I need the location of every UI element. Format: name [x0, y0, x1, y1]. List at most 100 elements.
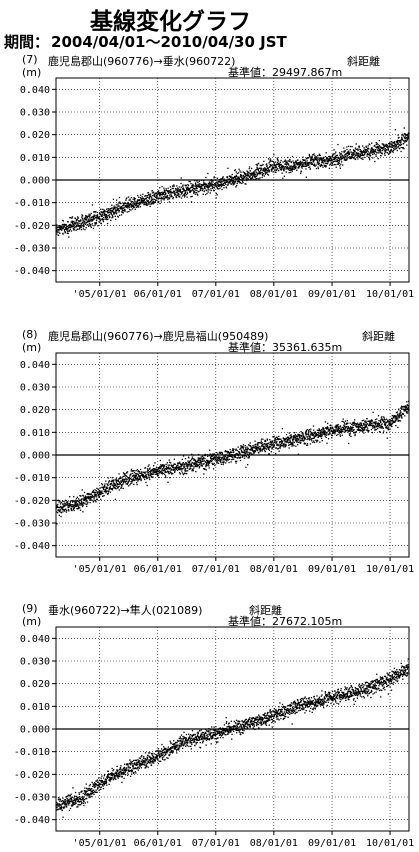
- data-point: [162, 192, 165, 194]
- data-point: [361, 145, 364, 147]
- data-point: [299, 441, 301, 443]
- data-point: [389, 143, 391, 145]
- data-point: [280, 444, 282, 447]
- data-point: [188, 180, 190, 183]
- data-point: [311, 440, 313, 442]
- data-point: [65, 227, 67, 229]
- data-point: [98, 784, 100, 786]
- data-point: [143, 478, 146, 481]
- data-point: [338, 157, 340, 160]
- data-point: [207, 455, 209, 458]
- data-point: [263, 167, 266, 169]
- y-tick-label: 0.010: [20, 702, 50, 713]
- data-point: [230, 451, 233, 453]
- data-point: [248, 172, 250, 175]
- data-point: [367, 430, 370, 432]
- data-point: [362, 151, 365, 153]
- data-point: [82, 503, 84, 505]
- data-point: [153, 471, 155, 473]
- data-point: [102, 220, 105, 223]
- data-point: [197, 183, 199, 185]
- data-point: [280, 440, 283, 443]
- data-point: [353, 424, 355, 426]
- data-point: [82, 799, 84, 801]
- data-point: [257, 167, 259, 170]
- data-point: [318, 159, 320, 161]
- data-point: [76, 222, 78, 224]
- data-point: [220, 180, 222, 183]
- data-point: [208, 465, 210, 467]
- data-point: [159, 187, 161, 189]
- data-point: [209, 449, 211, 451]
- data-point: [233, 181, 236, 183]
- data-point: [137, 206, 140, 208]
- data-point: [165, 192, 167, 195]
- data-point: [67, 801, 69, 803]
- data-point: [188, 460, 191, 462]
- data-point: [280, 159, 282, 162]
- data-point: [266, 163, 268, 165]
- data-point: [139, 206, 141, 208]
- data-point: [259, 450, 261, 453]
- data-point: [129, 205, 131, 207]
- data-point: [331, 156, 334, 158]
- data-point: [113, 777, 115, 780]
- data-point: [207, 172, 209, 175]
- data-point: [130, 482, 132, 485]
- data-point: [93, 790, 96, 792]
- data-point: [370, 147, 373, 150]
- x-tick-label: 06/01/01: [134, 564, 182, 575]
- data-point: [57, 234, 60, 236]
- data-point: [246, 449, 249, 451]
- data-point: [162, 198, 165, 200]
- data-point: [401, 137, 403, 139]
- data-point: [259, 164, 262, 167]
- data-point: [261, 176, 263, 179]
- data-point: [95, 219, 98, 222]
- data-point: [257, 446, 260, 448]
- data-point: [209, 185, 212, 187]
- data-point: [267, 442, 270, 444]
- data-point: [376, 418, 378, 420]
- data-point: [321, 162, 324, 164]
- data-point: [180, 197, 183, 199]
- data-point: [114, 209, 117, 211]
- data-point: [101, 212, 103, 214]
- data-point: [62, 225, 65, 228]
- data-point: [337, 425, 339, 427]
- data-point: [120, 205, 122, 208]
- data-point: [194, 459, 196, 461]
- data-point: [313, 441, 316, 444]
- data-point: [129, 477, 132, 480]
- data-point: [61, 227, 63, 229]
- data-point: [62, 800, 65, 802]
- data-point: [197, 459, 199, 461]
- data-point: [148, 203, 150, 205]
- data-point: [91, 204, 94, 206]
- data-point: [219, 178, 222, 180]
- data-point: [207, 188, 209, 190]
- data-point: [253, 173, 256, 175]
- data-point: [304, 432, 307, 434]
- data-point: [146, 199, 148, 202]
- data-point: [324, 433, 326, 436]
- data-point: [301, 161, 304, 163]
- data-point: [289, 159, 291, 161]
- data-point: [119, 201, 121, 203]
- data-point: [261, 164, 263, 167]
- period-line: 期間： 2004/04/01〜2010/04/30 JST: [4, 31, 287, 52]
- data-point: [318, 153, 321, 155]
- data-point: [380, 417, 383, 419]
- data-point: [385, 144, 387, 146]
- chart-8-svg: 0.0400.0300.0200.0100.000-0.010-0.020-0.…: [14, 352, 414, 575]
- data-point: [367, 420, 369, 422]
- data-point: [271, 441, 274, 443]
- data-point: [75, 499, 77, 502]
- data-point: [241, 180, 244, 183]
- data-point: [214, 179, 216, 181]
- data-point: [378, 146, 380, 148]
- data-point: [205, 464, 207, 466]
- data-point: [384, 421, 386, 423]
- data-point: [226, 458, 228, 460]
- data-point: [84, 218, 86, 221]
